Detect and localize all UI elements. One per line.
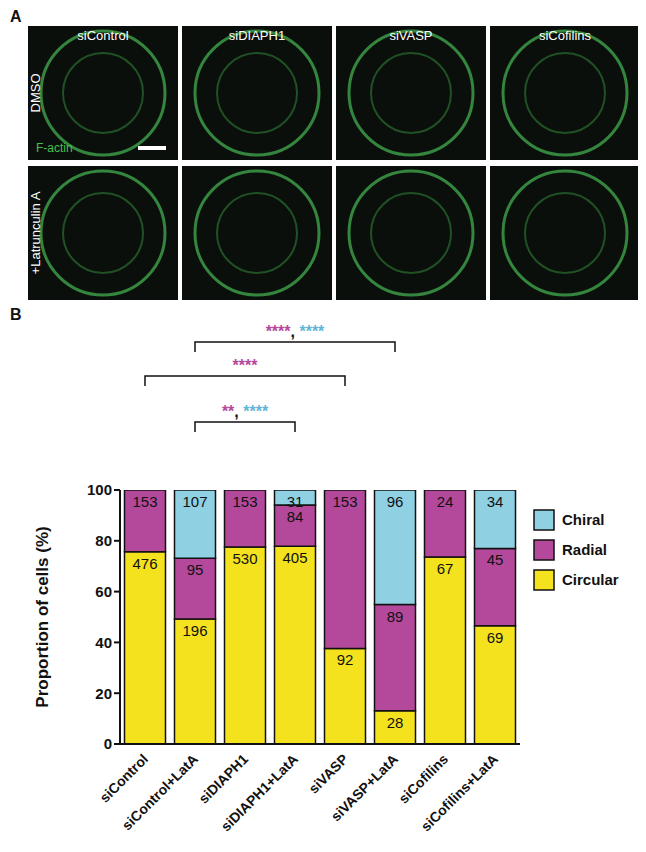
svg-text:siVASP+LatA: siVASP+LatA [328, 751, 402, 825]
svg-text:siVASP: siVASP [389, 28, 432, 43]
svg-text:B: B [10, 306, 22, 323]
svg-text:69: 69 [487, 629, 504, 646]
svg-text:476: 476 [132, 555, 157, 572]
svg-text:34: 34 [487, 493, 504, 510]
svg-text:siCofilins+LatA: siCofilins+LatA [417, 751, 501, 835]
svg-text:20: 20 [95, 685, 112, 702]
svg-text:siControl+LatA: siControl+LatA [119, 751, 202, 834]
svg-text:****: **** [233, 357, 259, 374]
svg-text:28: 28 [387, 714, 404, 731]
svg-text:siDIAPH1+LatA: siDIAPH1+LatA [217, 751, 301, 835]
svg-text:45: 45 [487, 551, 504, 568]
svg-text:siDIAPH1: siDIAPH1 [229, 28, 285, 43]
svg-text:95: 95 [187, 561, 204, 578]
svg-text:107: 107 [182, 493, 207, 510]
svg-text:40: 40 [95, 634, 112, 651]
svg-text:Chiral: Chiral [562, 511, 605, 528]
svg-text:530: 530 [232, 550, 257, 567]
svg-text:84: 84 [287, 508, 304, 525]
svg-text:92: 92 [337, 651, 354, 668]
svg-text:Proportion of cells (%): Proportion of cells (%) [33, 526, 52, 707]
svg-text:405: 405 [282, 549, 307, 566]
svg-text:Circular: Circular [562, 571, 619, 588]
svg-text:F-actin: F-actin [36, 141, 73, 155]
svg-text:+Latrunculin A: +Latrunculin A [28, 191, 43, 274]
svg-text:DMSO: DMSO [28, 74, 43, 113]
svg-text:Radial: Radial [562, 541, 607, 558]
svg-text:196: 196 [182, 622, 207, 639]
svg-text:80: 80 [95, 532, 112, 549]
svg-text:A: A [10, 8, 22, 25]
svg-text:siVASP: siVASP [305, 751, 351, 797]
svg-text:**, ****: **, **** [222, 403, 269, 420]
svg-text:31: 31 [287, 493, 304, 510]
svg-text:67: 67 [437, 560, 454, 577]
svg-text:89: 89 [387, 608, 404, 625]
svg-text:0: 0 [104, 735, 112, 752]
svg-text:153: 153 [332, 493, 357, 510]
svg-text:60: 60 [95, 583, 112, 600]
svg-text:100: 100 [87, 481, 112, 498]
svg-text:153: 153 [132, 493, 157, 510]
svg-text:****, ****: ****, **** [266, 323, 325, 340]
svg-text:96: 96 [387, 493, 404, 510]
svg-text:24: 24 [437, 493, 454, 510]
svg-text:153: 153 [232, 493, 257, 510]
svg-text:siControl: siControl [77, 28, 128, 43]
svg-text:siCofilins: siCofilins [539, 28, 592, 43]
